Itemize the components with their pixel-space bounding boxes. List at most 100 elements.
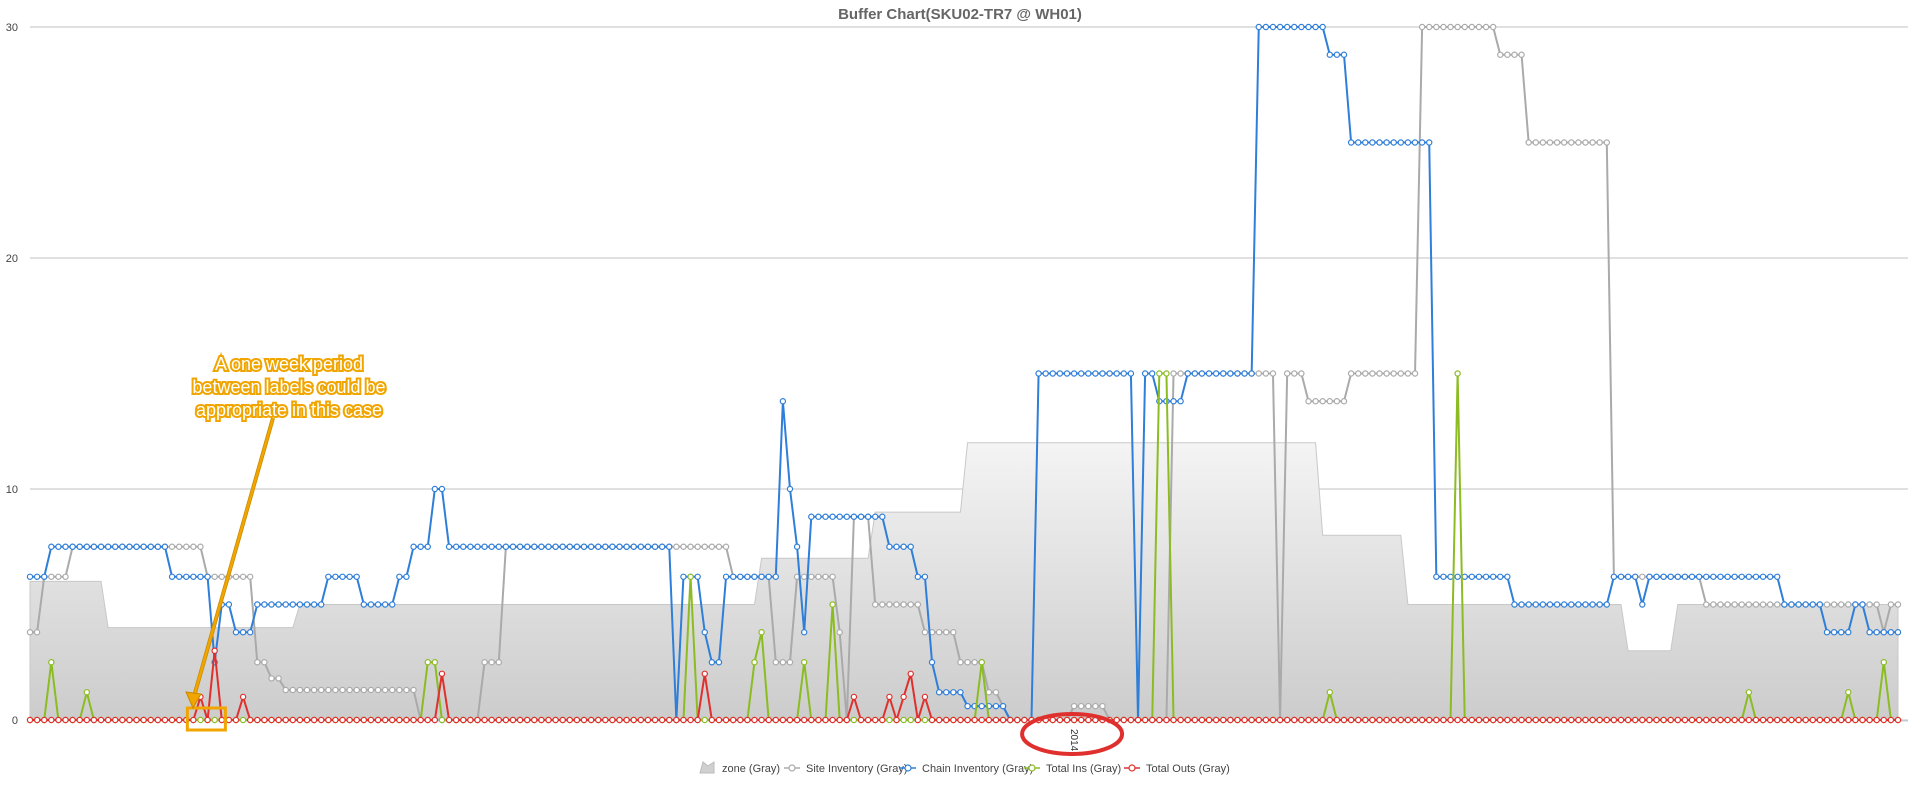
data-point[interactable] [1774,601,1781,608]
data-point[interactable] [1631,573,1639,580]
data-point[interactable] [985,689,993,696]
data-point[interactable] [140,716,147,724]
data-point[interactable] [680,716,687,724]
data-point[interactable] [836,716,843,724]
data-point[interactable] [175,573,183,580]
data-point[interactable] [1369,139,1376,146]
data-point[interactable] [616,716,623,724]
data-point[interactable] [1283,23,1291,31]
data-point[interactable] [1447,716,1454,724]
data-point[interactable] [254,601,261,608]
data-point[interactable] [879,601,886,608]
data-point[interactable] [1575,716,1582,724]
data-point[interactable] [1220,370,1227,377]
data-point[interactable] [715,716,723,724]
data-point[interactable] [41,716,48,724]
data-point[interactable] [147,716,154,724]
data-point[interactable] [538,716,545,724]
data-point[interactable] [1369,370,1376,377]
data-point[interactable] [1312,23,1319,31]
data-point[interactable] [69,716,76,724]
data-point[interactable] [800,659,808,666]
data-point[interactable] [1660,716,1667,724]
data-point[interactable] [758,716,765,724]
data-point[interactable] [204,573,211,580]
data-point[interactable] [403,716,410,724]
data-point[interactable] [1568,601,1575,608]
data-point[interactable] [1816,601,1824,608]
data-point[interactable] [1887,629,1895,636]
data-point[interactable] [410,716,417,724]
data-point[interactable] [1269,370,1277,377]
data-point[interactable] [1333,716,1341,724]
data-point[interactable] [1468,23,1476,31]
data-point[interactable] [1759,573,1767,580]
data-point[interactable] [1724,573,1731,580]
data-point[interactable] [1149,716,1156,724]
data-point[interactable] [112,543,119,550]
data-point[interactable] [1291,370,1298,377]
data-point[interactable] [907,670,914,678]
data-point[interactable] [48,573,55,580]
data-point[interactable] [389,716,396,724]
data-point[interactable] [460,543,467,550]
data-point[interactable] [175,716,183,724]
data-point[interactable] [410,543,417,550]
data-point[interactable] [1809,716,1816,724]
data-point[interactable] [694,543,701,550]
data-point[interactable] [1525,601,1532,608]
data-point[interactable] [318,601,325,608]
data-point[interactable] [630,716,637,724]
data-point[interactable] [431,485,439,493]
data-point[interactable] [531,716,538,724]
data-point[interactable] [1837,601,1845,608]
data-point[interactable] [1440,23,1447,31]
data-point[interactable] [296,686,304,694]
data-point[interactable] [1560,139,1568,146]
data-point[interactable] [438,485,446,493]
data-point[interactable] [1603,601,1610,608]
data-point[interactable] [1070,716,1078,724]
data-point[interactable] [680,573,687,580]
data-point[interactable] [1205,370,1213,377]
data-point[interactable] [1298,716,1305,724]
data-point[interactable] [1333,51,1341,58]
data-point[interactable] [836,629,843,636]
data-point[interactable] [1525,139,1532,146]
data-point[interactable] [729,716,737,724]
data-point[interactable] [1894,601,1902,608]
data-point[interactable] [346,716,353,724]
data-point[interactable] [1390,716,1397,724]
data-point[interactable] [1184,370,1191,377]
data-point[interactable] [1454,370,1461,377]
data-point[interactable] [83,716,91,724]
data-point[interactable] [1681,573,1689,580]
data-point[interactable] [1269,716,1277,724]
data-point[interactable] [339,573,346,580]
data-point[interactable] [1717,716,1724,724]
data-point[interactable] [417,543,424,550]
data-point[interactable] [55,716,62,724]
data-point[interactable] [133,543,140,550]
data-point[interactable] [1745,573,1753,580]
data-point[interactable] [325,686,332,694]
data-point[interactable] [353,686,360,694]
data-point[interactable] [644,543,652,550]
data-point[interactable] [481,716,488,724]
data-point[interactable] [254,659,261,666]
data-point[interactable] [1177,370,1184,377]
data-point[interactable] [1710,716,1717,724]
data-point[interactable] [1340,398,1348,405]
data-point[interactable] [893,543,900,550]
data-point[interactable] [964,716,971,724]
data-point[interactable] [55,543,62,550]
data-point[interactable] [282,601,289,608]
data-point[interactable] [175,543,183,550]
data-point[interactable] [1553,716,1561,724]
data-point[interactable] [1347,716,1355,724]
data-point[interactable] [1411,716,1419,724]
data-point[interactable] [1070,702,1078,710]
data-point[interactable] [261,601,268,608]
data-point[interactable] [1830,629,1838,636]
data-point[interactable] [623,543,630,550]
